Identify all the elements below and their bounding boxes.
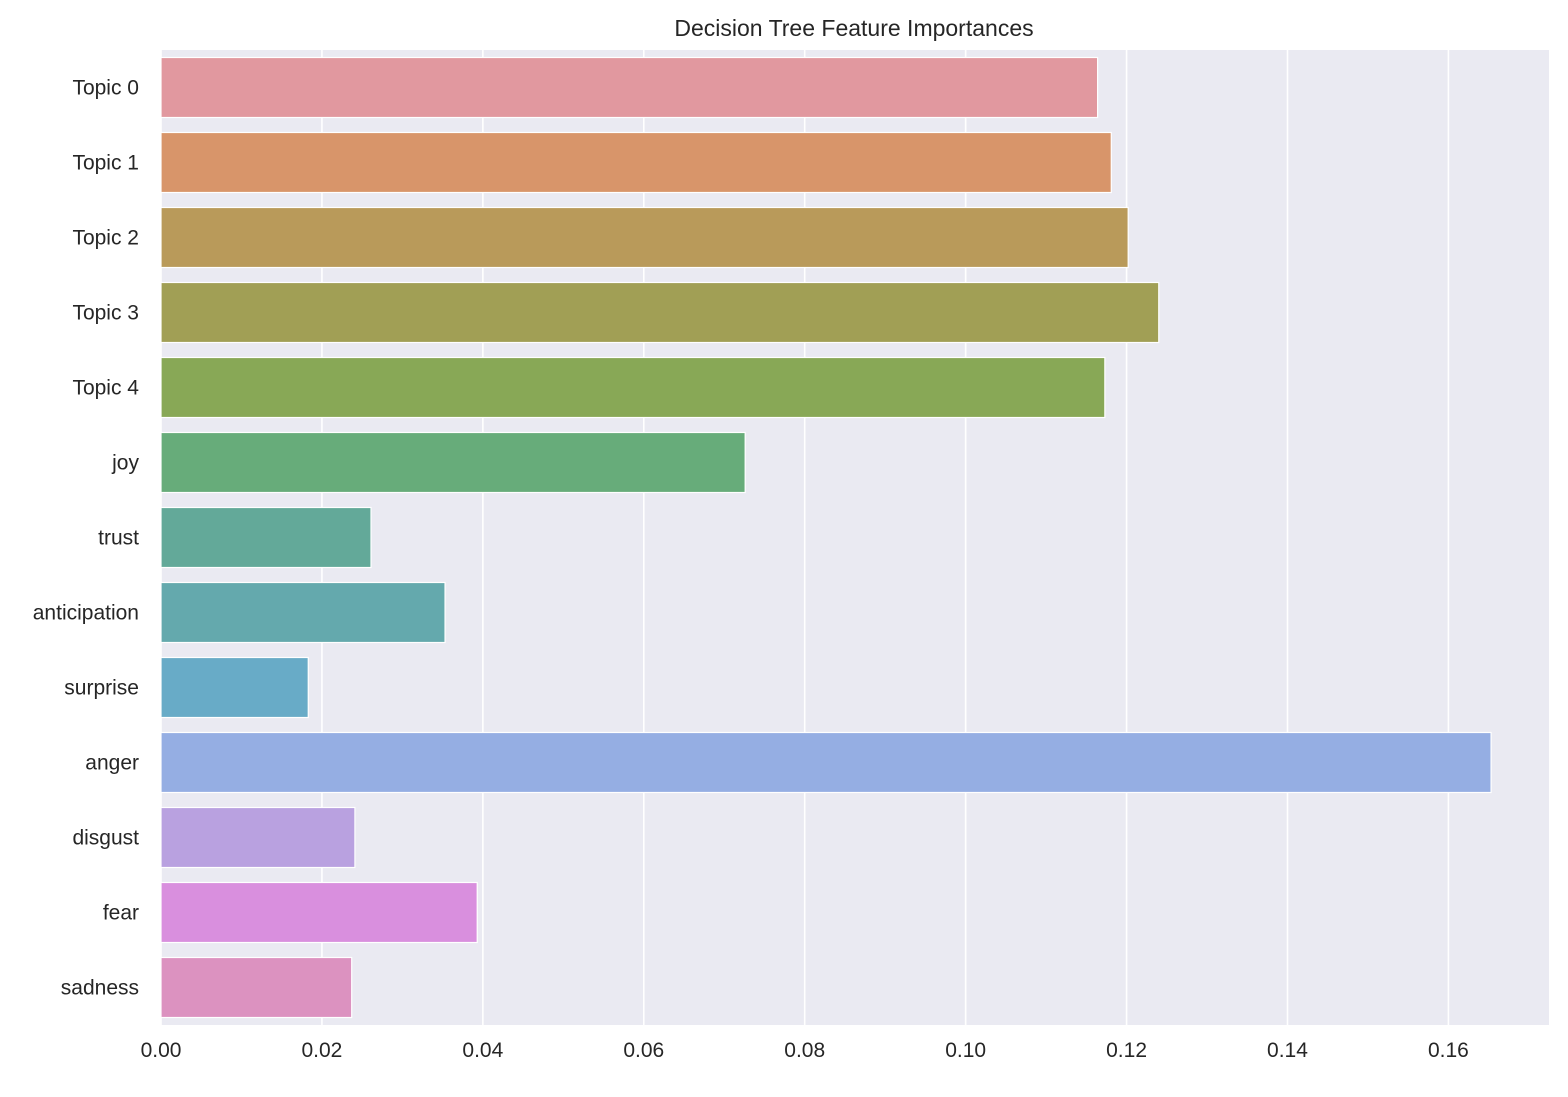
y-tick-label: Topic 2 [72, 227, 139, 250]
y-tick-labels: Topic 0 Topic 1 Topic 2 Topic 3 Topic 4 joy tr… [33, 77, 140, 1000]
x-tick-label: 0.10 [945, 1039, 986, 1062]
y-tick-label: Topic 1 [72, 152, 139, 175]
bar-joy [160, 431, 746, 494]
x-tick-label: 0.00 [141, 1039, 182, 1062]
y-tick-label: joy [111, 452, 139, 475]
x-tick-label: 0.16 [1428, 1039, 1469, 1062]
bars [160, 56, 1492, 1019]
bar-anticipation [160, 581, 446, 644]
y-tick-label: Topic 4 [72, 377, 139, 400]
bar-surprise [160, 656, 309, 719]
x-tick-label: 0.14 [1267, 1039, 1308, 1062]
bar-topic-4 [160, 356, 1106, 419]
y-tick-label: anticipation [33, 602, 139, 625]
y-tick-label: Topic 0 [72, 77, 139, 100]
bar-anger [160, 731, 1492, 794]
y-tick-label: surprise [64, 677, 139, 700]
y-tick-label: Topic 3 [72, 302, 139, 325]
x-tick-label: 0.04 [462, 1039, 503, 1062]
bar-topic-3 [160, 281, 1160, 344]
x-tick-label: 0.12 [1106, 1039, 1147, 1062]
y-tick-label: sadness [61, 977, 139, 1000]
x-tick-label: 0.08 [784, 1039, 825, 1062]
bar-disgust [160, 806, 356, 869]
bar-topic-2 [160, 206, 1129, 269]
bar-topic-1 [160, 131, 1112, 194]
x-tick-label: 0.06 [623, 1039, 664, 1062]
bar-trust [160, 506, 372, 569]
y-tick-label: trust [98, 527, 139, 550]
y-tick-label: disgust [72, 827, 139, 850]
x-tick-label: 0.02 [301, 1039, 342, 1062]
chart-title: Decision Tree Feature Importances [674, 15, 1033, 41]
bar-fear [160, 881, 478, 944]
x-tick-labels: 0.00 0.02 0.04 0.06 0.08 0.10 0.12 0.14 0.16 [141, 1039, 1469, 1062]
y-tick-label: anger [85, 752, 139, 775]
bar-topic-0 [160, 56, 1099, 119]
y-tick-label: fear [103, 902, 139, 925]
bar-sadness [160, 956, 353, 1019]
